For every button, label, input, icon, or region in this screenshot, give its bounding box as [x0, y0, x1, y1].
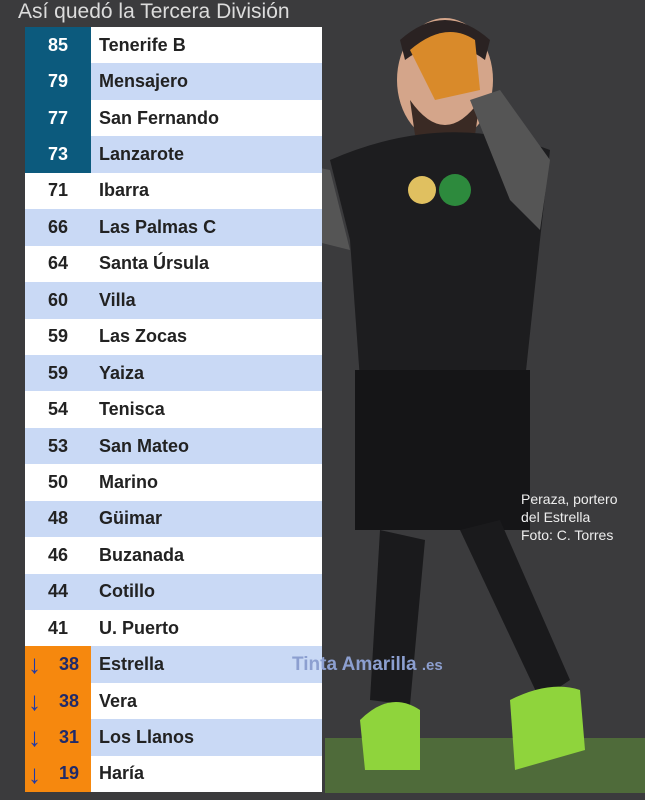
points-cell: 66 — [25, 209, 91, 245]
team-name: Ibarra — [99, 180, 150, 201]
team-name: Vera — [99, 690, 138, 711]
points-cell: 73 — [25, 136, 91, 173]
points-value: 50 — [47, 471, 69, 492]
points-value: 59 — [47, 326, 69, 347]
points-value: 59 — [47, 362, 69, 383]
points-value: 54 — [47, 399, 69, 420]
arrow-down-icon: ↓ — [28, 758, 41, 789]
team-name: Tenerife B — [99, 34, 186, 55]
points-value: 44 — [47, 581, 69, 602]
team-name: Santa Úrsula — [99, 253, 210, 274]
caption-credit: Foto: C. Torres — [521, 527, 614, 543]
arrow-down-icon: ↓ — [28, 685, 41, 716]
table-row: ↓ 38 Estrella — [25, 646, 322, 683]
team-name: Las Palmas C — [99, 216, 217, 237]
standings-table: 85 Tenerife B 79 Mensajero 77 San Fernando 73 L… — [25, 27, 322, 793]
table-row: 46 Buzanada — [25, 537, 322, 574]
team-name: San Fernando — [99, 107, 220, 128]
points-value: 64 — [47, 253, 69, 274]
caption-line: del Estrella — [521, 509, 591, 525]
table-row: 60 Villa — [25, 282, 322, 319]
table-row: 41 U. Puerto — [25, 610, 322, 647]
points-cell: 54 — [25, 391, 91, 427]
points-cell: 79 — [25, 63, 91, 100]
table-row: ↓ 38 Vera — [25, 682, 322, 720]
points-cell: 53 — [25, 428, 91, 464]
table-row: ↓ 31 Los Llanos — [25, 719, 322, 756]
table-row: 59 Las Zocas — [25, 318, 322, 355]
points-cell: 77 — [25, 99, 91, 137]
table-row: 53 San Mateo — [25, 427, 322, 465]
team-name: U. Puerto — [99, 617, 180, 638]
table-row: 77 San Fernando — [25, 99, 322, 137]
watermark-logo: Tinta Amarilla .es — [292, 654, 443, 676]
points-cell: 85 — [25, 27, 91, 64]
team-name: Villa — [99, 289, 136, 310]
team-name: Mensajero — [99, 71, 189, 92]
points-cell: 71 — [25, 173, 91, 209]
points-value: 79 — [47, 71, 69, 92]
points-value: 66 — [47, 216, 69, 237]
points-value: 53 — [47, 435, 69, 456]
table-row: 85 Tenerife B — [25, 27, 322, 64]
table-row: ↓ 19 Haría — [25, 755, 322, 793]
team-name: Las Zocas — [99, 326, 188, 347]
team-name: Haría — [99, 763, 145, 784]
team-name: Buzanada — [99, 544, 185, 565]
watermark-tld: .es — [421, 657, 443, 674]
points-value: 71 — [47, 180, 69, 201]
photo-caption: Peraza, portero del Estrella Foto: C. To… — [521, 490, 618, 544]
points-cell: 60 — [25, 282, 91, 318]
arrow-down-icon: ↓ — [28, 649, 41, 680]
team-name: Cotillo — [99, 581, 155, 602]
points-cell: 44 — [25, 574, 91, 610]
team-name: Güimar — [99, 508, 163, 529]
points-cell: ↓ 38 — [25, 682, 91, 720]
points-value: 41 — [47, 617, 69, 638]
points-cell: 48 — [25, 501, 91, 537]
points-cell: ↓ 38 — [25, 646, 91, 683]
points-cell: ↓ 31 — [25, 719, 91, 756]
points-cell: 46 — [25, 537, 91, 573]
points-value: 38 — [58, 690, 79, 711]
points-cell: 50 — [25, 464, 91, 500]
table-row: 59 Yaiza — [25, 354, 322, 392]
points-value: 38 — [58, 654, 79, 675]
points-value: 85 — [47, 34, 69, 55]
team-name: Tenisca — [99, 399, 165, 420]
table-row: 66 Las Palmas C — [25, 209, 322, 246]
table-row: 73 Lanzarote — [25, 136, 322, 173]
points-value: 31 — [58, 727, 79, 748]
points-cell: 59 — [25, 319, 91, 355]
table-row: 54 Tenisca — [25, 391, 322, 428]
points-value: 77 — [47, 107, 69, 128]
points-value: 46 — [47, 544, 69, 565]
points-cell: 59 — [25, 355, 91, 391]
points-cell: ↓ 19 — [25, 755, 91, 793]
points-cell: 64 — [25, 246, 91, 282]
table-row: 71 Ibarra — [25, 172, 322, 210]
table-row: 44 Cotillo — [25, 573, 322, 610]
team-name: Yaiza — [99, 362, 145, 383]
watermark-name: Tinta Amarilla — [292, 654, 417, 675]
caption-line: Peraza, portero — [521, 491, 618, 507]
team-name: Estrella — [99, 654, 165, 675]
points-value: 73 — [47, 144, 69, 165]
team-name: San Mateo — [99, 435, 190, 456]
points-value: 60 — [47, 289, 69, 310]
arrow-down-icon: ↓ — [28, 722, 41, 753]
table-row: 48 Güimar — [25, 500, 322, 538]
table-row: 64 Santa Úrsula — [25, 245, 322, 283]
table-row: 79 Mensajero — [25, 63, 322, 100]
points-cell: 41 — [25, 610, 91, 646]
page-title: Así quedó la Tercera División — [18, 0, 290, 23]
team-name: Los Llanos — [99, 727, 195, 748]
points-value: 19 — [58, 763, 79, 784]
team-name: Lanzarote — [99, 144, 185, 165]
team-name: Marino — [99, 471, 159, 492]
table-row: 50 Marino — [25, 464, 322, 501]
points-value: 48 — [47, 508, 69, 529]
